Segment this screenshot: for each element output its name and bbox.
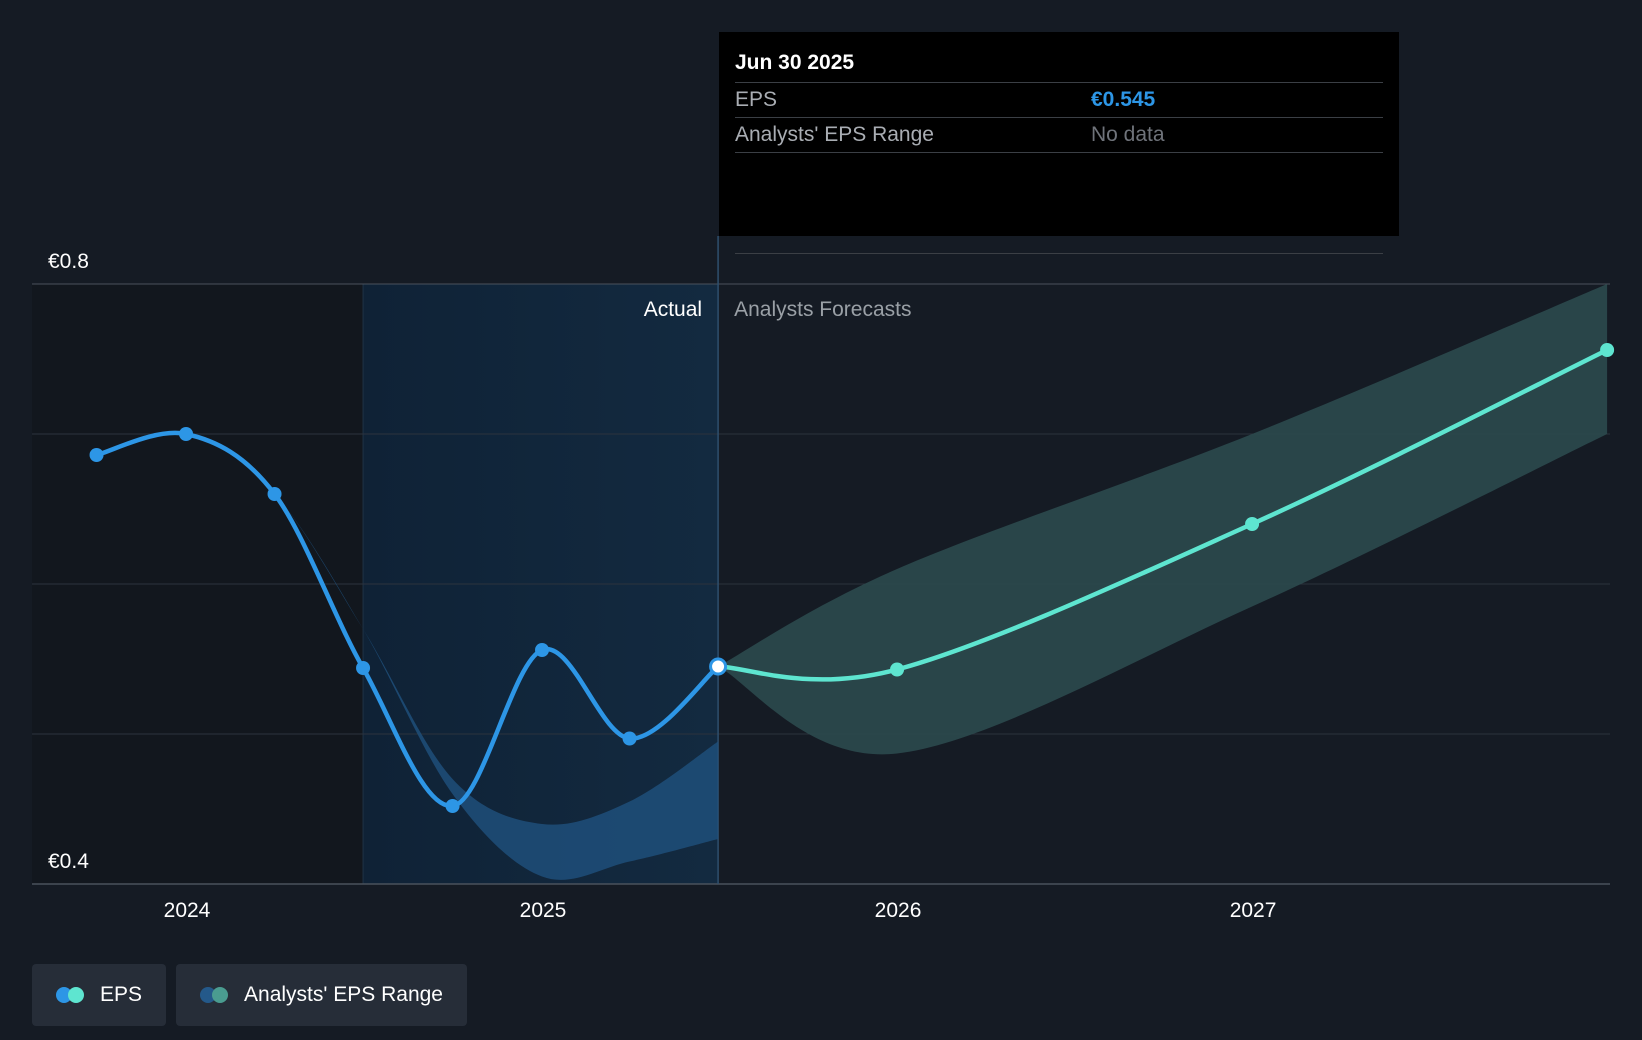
actual-eps-point: [622, 731, 637, 746]
forecast-eps-range-area: [718, 284, 1608, 755]
forecast-eps-point: [1600, 343, 1615, 357]
actual-eps-point: [445, 799, 460, 813]
tooltip-row-eps: EPS €0.545: [735, 83, 1383, 118]
eps-range-legend-icon: [200, 987, 230, 1003]
tooltip-range-value: No data: [1091, 123, 1165, 146]
legend-range-label: Analysts' EPS Range: [244, 983, 443, 1006]
y-tick-label-top: €0.8: [48, 250, 89, 273]
actual-eps-point: [179, 427, 194, 441]
eps-forecast-dot-icon: [68, 987, 84, 1003]
legend-item-eps-range[interactable]: Analysts' EPS Range: [176, 964, 467, 1026]
tooltip-row-range: Analysts' EPS Range No data: [735, 118, 1383, 153]
x-tick-label: 2026: [875, 899, 922, 922]
actual-label: Actual: [644, 298, 702, 321]
actual-eps-point: [356, 661, 371, 675]
x-tick-label: 2024: [164, 899, 211, 922]
legend-item-eps[interactable]: EPS: [32, 964, 167, 1026]
actual-eps-point: [89, 448, 104, 462]
forecast-eps-point: [1245, 517, 1260, 531]
x-tick-label: 2027: [1230, 899, 1277, 922]
tooltip-range-label: Analysts' EPS Range: [735, 123, 934, 146]
actual-eps-line: [94, 430, 721, 809]
legend: EPS Analysts' EPS Range: [32, 964, 467, 1026]
tooltip: Jun 30 2025 EPS €0.545 Analysts' EPS Ran…: [719, 32, 1399, 254]
range-forecast-dot-icon: [212, 987, 229, 1003]
forecast-eps-point: [890, 662, 905, 677]
analysts-forecasts-label: Analysts Forecasts: [734, 298, 911, 321]
actual-eps-point: [535, 643, 550, 657]
tooltip-date: Jun 30 2025: [735, 48, 1383, 83]
tooltip-eps-label: EPS: [735, 88, 778, 111]
x-tick-label: 2025: [520, 899, 567, 922]
legend-eps-label: EPS: [100, 983, 143, 1006]
actual-eps-point: [267, 487, 282, 501]
eps-legend-icon: [56, 987, 86, 1003]
tooltip-spacer: [735, 153, 1383, 254]
y-tick-label-bottom: €0.4: [48, 850, 89, 873]
selected-eps-point: [709, 657, 728, 676]
tooltip-eps-value: €0.545: [1091, 88, 1156, 111]
forecast-eps-line: [715, 347, 1610, 682]
actual-eps-range-area: [186, 434, 719, 880]
